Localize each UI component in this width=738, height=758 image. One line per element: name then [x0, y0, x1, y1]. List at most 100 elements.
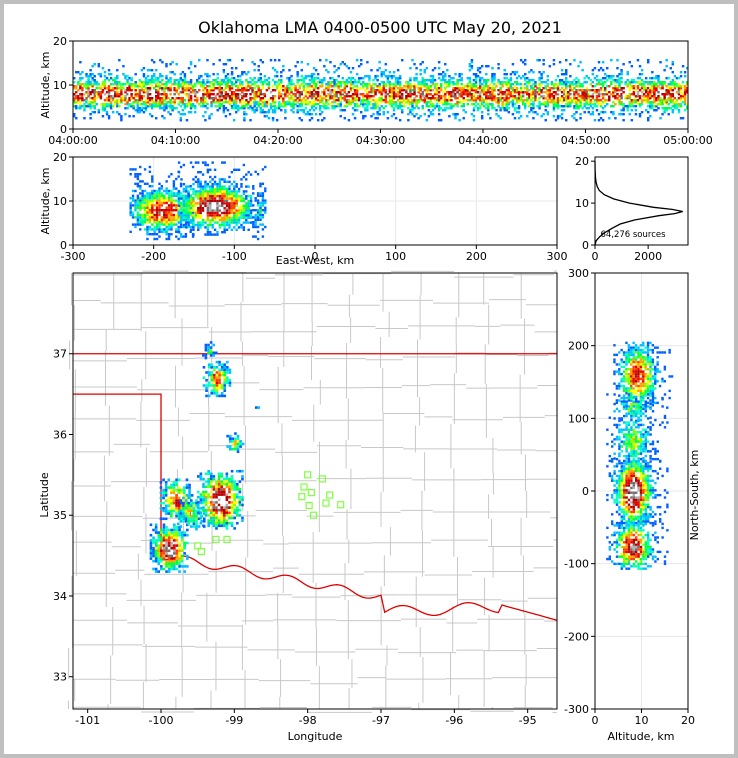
storm-cell-pixel — [162, 549, 166, 553]
time-height-cell — [620, 71, 623, 74]
time-height-cell — [179, 77, 183, 80]
time-height-cell — [601, 107, 605, 110]
ew-cell — [223, 199, 226, 203]
ew-cell — [216, 231, 219, 234]
time-height-cell — [587, 89, 590, 92]
time-height-cell — [462, 89, 465, 92]
time-height-cell — [583, 89, 586, 92]
time-height-cell — [616, 93, 619, 96]
time-height-cell — [282, 97, 285, 100]
time-height-cell — [444, 83, 447, 86]
ew-cell — [211, 226, 214, 229]
time-height-cell — [489, 117, 492, 120]
time-height-cell — [222, 95, 226, 98]
time-height-cell — [659, 99, 662, 102]
time-height-cell — [544, 91, 547, 94]
ew-cell — [158, 197, 161, 200]
time-height-cell — [302, 77, 306, 80]
ew-cell — [192, 204, 195, 207]
time-height-cell — [202, 95, 205, 98]
time-height-cell — [573, 59, 576, 62]
time-height-cell — [573, 93, 576, 96]
time-height-cell — [331, 85, 334, 88]
time-height-cell — [148, 89, 152, 92]
time-height-cell — [517, 105, 521, 108]
time-height-cell — [565, 105, 568, 108]
time-height-cell — [653, 105, 656, 108]
ew-cell — [155, 209, 159, 212]
time-height-cell — [499, 81, 502, 84]
time-height-cell — [398, 97, 402, 100]
time-height-cell — [132, 83, 135, 86]
time-height-cell — [392, 97, 396, 100]
ew-cell — [179, 221, 183, 224]
ew-cell — [139, 192, 142, 195]
time-height-cell — [454, 73, 457, 76]
time-height-cell — [552, 103, 556, 106]
time-height-cell — [466, 77, 470, 80]
ew-cell — [141, 206, 144, 209]
time-height-cell — [591, 95, 595, 98]
ew-cell — [209, 219, 212, 222]
time-height-cell — [636, 99, 640, 102]
ew-cell — [165, 187, 168, 190]
time-height-cell — [267, 85, 271, 88]
time-height-cell — [569, 75, 572, 78]
time-height-cell — [411, 101, 414, 104]
ew-cell — [252, 223, 255, 226]
time-height-cell — [339, 83, 342, 86]
time-height-cell — [237, 107, 240, 110]
ew-cell — [240, 209, 243, 212]
time-height-cell — [193, 95, 197, 98]
time-height-cell — [528, 83, 531, 86]
time-height-cell — [382, 111, 385, 114]
time-height-cell — [261, 103, 265, 106]
time-height-cell — [278, 89, 281, 92]
time-height-cell — [505, 105, 508, 108]
time-height-cell — [73, 113, 76, 116]
time-height-cell — [505, 97, 508, 100]
time-height-cell — [312, 73, 316, 76]
time-height-cell — [212, 63, 215, 66]
time-height-cell — [519, 99, 523, 102]
time-height-cell — [302, 87, 306, 90]
time-height-cell — [679, 117, 683, 120]
time-height-cell — [513, 109, 517, 112]
time-height-cell — [589, 89, 593, 92]
ew-cell — [264, 165, 267, 169]
time-height-cell — [323, 107, 326, 110]
ew-cell — [209, 223, 212, 227]
time-height-cell — [126, 83, 129, 86]
time-height-cell — [208, 75, 211, 78]
time-height-cell — [595, 97, 599, 100]
storm-cell-pixel — [149, 539, 153, 542]
time-height-cell — [505, 107, 508, 110]
time-height-cell — [394, 85, 398, 88]
time-height-cell — [142, 95, 146, 98]
time-height-cell — [304, 99, 308, 102]
time-height-cell — [409, 85, 412, 88]
time-height-cell — [431, 97, 435, 100]
time-height-cell — [663, 83, 666, 86]
ew-cell — [247, 195, 250, 198]
time-height-cell — [491, 105, 494, 108]
ew-cell — [254, 225, 257, 229]
time-height-cell — [163, 85, 166, 88]
time-height-cell — [251, 97, 254, 100]
time-height-cell — [312, 79, 316, 82]
time-height-cell — [136, 105, 139, 108]
ew-cell — [256, 201, 260, 205]
time-height-cell — [560, 73, 564, 76]
time-height-cell — [327, 95, 330, 98]
ew-cell — [216, 183, 219, 186]
time-height-cell — [310, 79, 314, 82]
time-height-cell — [644, 95, 648, 98]
time-height-cell — [267, 83, 271, 86]
time-height-cell — [327, 107, 330, 110]
time-height-cell — [683, 87, 687, 90]
ew-cell — [129, 197, 132, 200]
time-height-cell — [193, 83, 197, 86]
time-height-cell — [161, 89, 164, 92]
time-height-cell — [655, 97, 658, 100]
time-height-cell — [509, 91, 513, 94]
